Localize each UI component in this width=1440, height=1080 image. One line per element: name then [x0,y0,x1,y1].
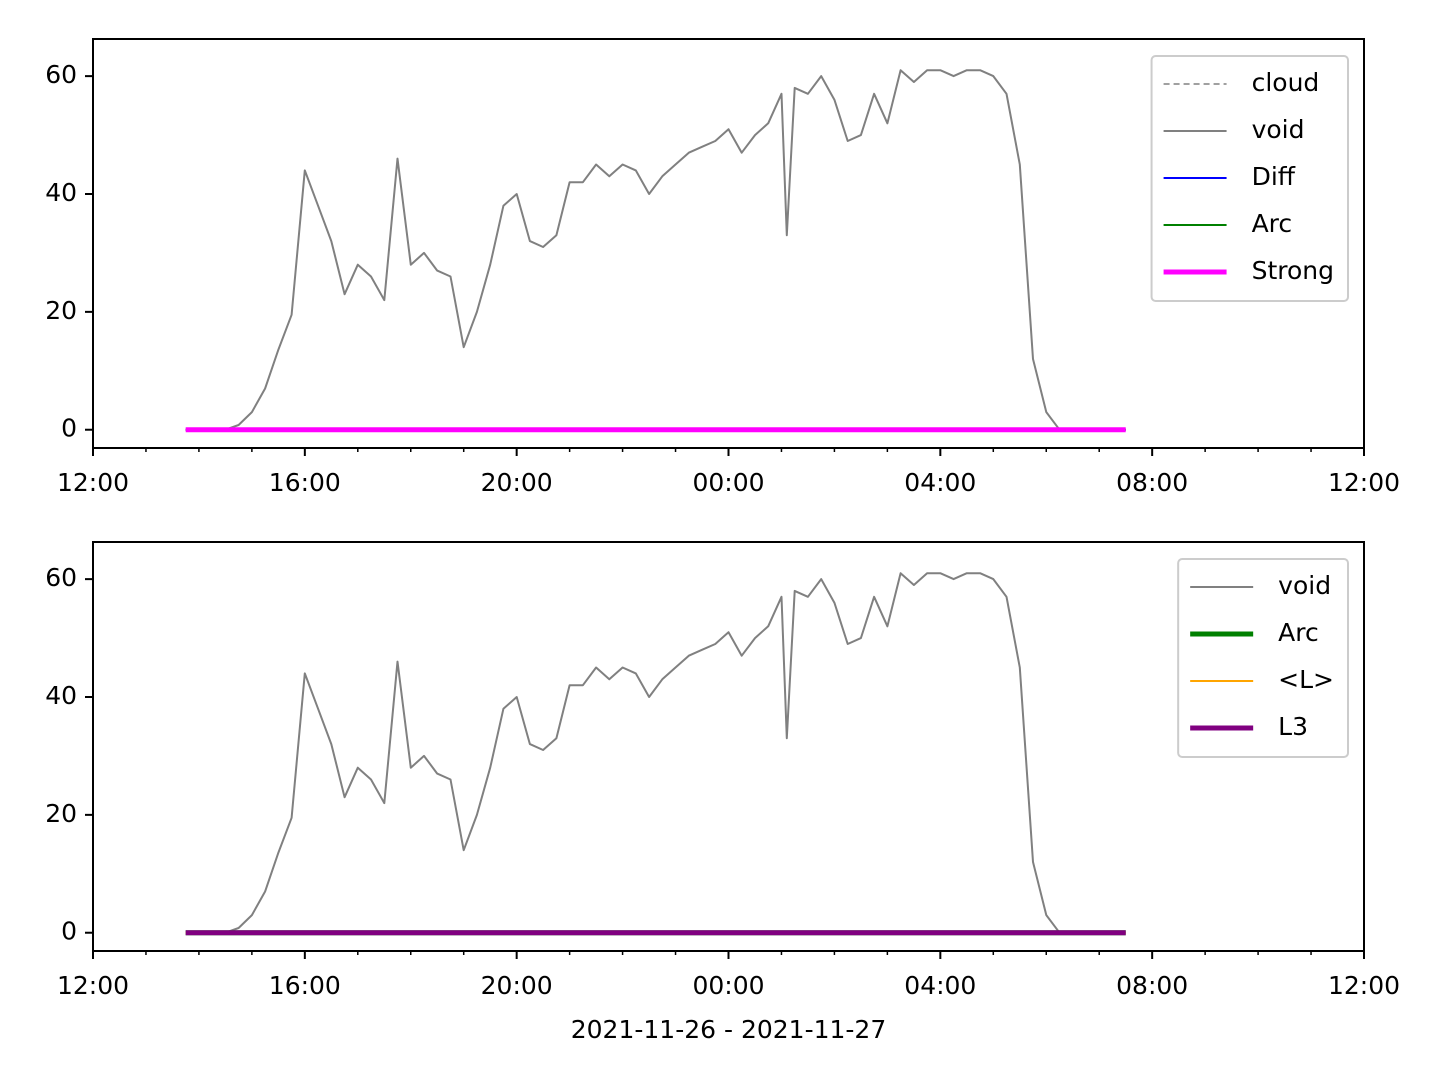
x-tick-label: 12:00 [57,468,129,497]
x-tick-label: 12:00 [57,971,129,1000]
y-tick-label: 0 [61,917,77,946]
legend-label: Diff [1252,162,1296,191]
x-tick-label: 16:00 [269,971,341,1000]
y-tick-label: 0 [61,414,77,443]
x-tick-label: 04:00 [904,971,976,1000]
legend: void Arc <L> L3 [1177,558,1349,758]
x-tick-label: 20:00 [481,468,553,497]
legend-label: void [1278,571,1331,600]
x-tick-label: 12:00 [1328,468,1400,497]
y-tick-label: 60 [45,60,77,89]
x-tick-label: 08:00 [1116,971,1188,1000]
x-tick-label: 08:00 [1116,468,1188,497]
x-tick-label: 16:00 [269,468,341,497]
y-tick-label: 40 [45,681,77,710]
legend-label: Arc [1278,618,1319,647]
legend-label: cloud [1252,68,1320,97]
x-tick-label: 20:00 [481,971,553,1000]
y-tick-label: 60 [45,563,77,592]
legend-label: <L> [1278,665,1334,694]
legend-label: void [1252,115,1305,144]
y-tick-label: 20 [45,296,77,325]
legend-label: L3 [1278,712,1308,741]
x-tick-label: 12:00 [1328,971,1400,1000]
legend-label: Strong [1252,256,1334,285]
legend-box [1150,55,1349,302]
y-tick-label: 40 [45,178,77,207]
legend-label: Arc [1252,209,1293,238]
data-line [185,572,1126,934]
axes-frame [92,541,1365,952]
x-tick-label: 04:00 [904,468,976,497]
data-line [185,69,1126,431]
legend: cloud void Diff Arc Strong [1150,55,1349,302]
x-tick-label: 00:00 [692,971,764,1000]
x-axis-label: 2021-11-26 - 2021-11-27 [571,1015,887,1044]
y-tick-label: 20 [45,799,77,828]
legend-box [1177,558,1349,758]
x-tick-label: 00:00 [692,468,764,497]
